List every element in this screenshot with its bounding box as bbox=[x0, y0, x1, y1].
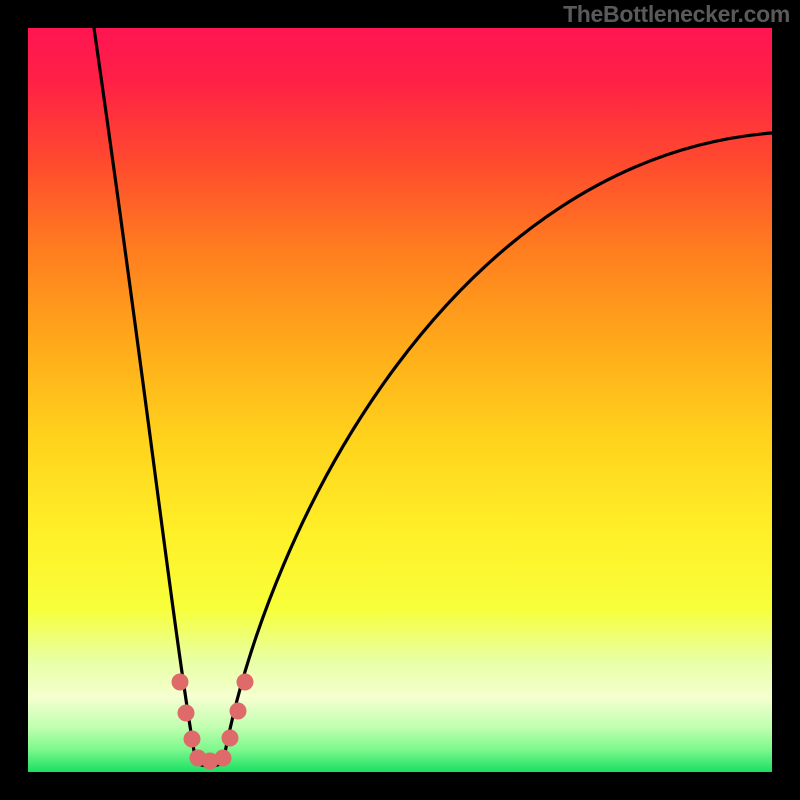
marker-dot bbox=[178, 705, 195, 722]
chart-root: TheBottlenecker.com bbox=[0, 0, 800, 800]
marker-dot bbox=[237, 674, 254, 691]
marker-dot bbox=[172, 674, 189, 691]
marker-dot bbox=[215, 750, 232, 767]
bottleneck-curve bbox=[28, 28, 772, 772]
marker-dot bbox=[184, 731, 201, 748]
curve-markers bbox=[172, 674, 254, 770]
plot-area bbox=[28, 28, 772, 772]
marker-dot bbox=[222, 730, 239, 747]
marker-dot bbox=[230, 703, 247, 720]
watermark-text: TheBottlenecker.com bbox=[563, 1, 790, 28]
